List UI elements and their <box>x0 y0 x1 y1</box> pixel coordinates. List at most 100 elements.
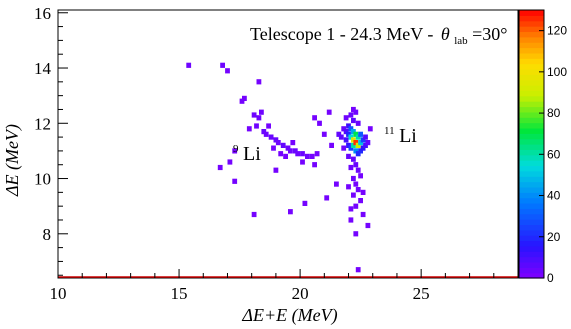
annotation-11li: 11 Li <box>384 118 417 147</box>
heatmap-bin <box>353 203 359 209</box>
heatmap-bin <box>351 117 356 124</box>
y-tick-label: 14 <box>34 59 52 78</box>
heatmap-bin <box>365 140 371 146</box>
colorbar-segment <box>519 149 544 156</box>
heatmap-bin <box>343 137 349 143</box>
heatmap-bin <box>259 109 264 115</box>
colorbar-segment <box>519 170 544 177</box>
colorbar-segment <box>519 52 544 59</box>
colorbar-segment <box>519 20 544 27</box>
annotation-9li: 9 Li <box>233 136 261 165</box>
heatmap-bin <box>358 173 363 179</box>
heatmap-bin <box>324 195 330 201</box>
colorbar-segment <box>519 122 544 129</box>
heatmap-bin <box>217 164 223 171</box>
heatmap-bin <box>273 137 279 143</box>
heatmap-bin <box>351 137 356 143</box>
heatmap-bin <box>355 267 361 273</box>
colorbar-frame <box>518 9 545 279</box>
x-axis-ticks: 10 15 20 25 <box>50 269 519 303</box>
colorbar-segment <box>519 85 544 91</box>
colorbar-segment <box>519 251 544 258</box>
heatmap-bin <box>355 134 361 140</box>
heatmap-bin <box>305 153 310 159</box>
heatmap-bin <box>358 140 363 146</box>
heatmap-bin <box>353 148 359 154</box>
heatmap-bin <box>329 142 334 148</box>
heatmap-bin <box>300 151 305 157</box>
heatmap-bin <box>346 153 351 159</box>
heatmap-bin <box>355 120 361 126</box>
colorbar-segment <box>519 127 544 134</box>
colorbar-tick-label: 100 <box>547 65 567 79</box>
colorbar-segment <box>519 224 544 231</box>
colorbar-segment <box>519 90 544 97</box>
y-tick-label: 12 <box>34 114 51 133</box>
heatmap-bin <box>353 181 359 187</box>
heatmap-bin <box>278 151 284 157</box>
colorbar-segment <box>519 202 544 209</box>
colorbar-segment <box>519 31 544 38</box>
heatmap-bin <box>360 145 366 151</box>
heatmap-bin <box>334 181 339 187</box>
colorbar-segment <box>519 154 544 161</box>
heatmap-bin <box>353 231 359 237</box>
heatmap-bin <box>360 211 366 218</box>
colorbar-segment <box>519 165 544 172</box>
heatmap-bin <box>254 123 259 129</box>
colorbar-segment <box>519 245 544 252</box>
heatmap-bin <box>309 153 315 159</box>
colorbar-segment <box>519 213 544 220</box>
heatmap-bin <box>302 200 308 206</box>
heatmap-bin <box>271 145 276 151</box>
heatmap-bin <box>256 115 262 121</box>
heatmap-bin <box>358 198 363 204</box>
heatmap-bin <box>312 115 317 121</box>
heatmap-bin <box>300 159 305 165</box>
colorbar-ticks: 0 20 40 60 80 100 120 <box>539 24 567 285</box>
heatmap-bin <box>355 151 361 157</box>
heatmap-bin <box>355 142 361 148</box>
x-tick-label: 20 <box>292 284 309 303</box>
colorbar-segment <box>519 133 544 140</box>
colorbar-segment <box>519 144 544 150</box>
colorbar-segment <box>519 229 544 236</box>
chart-title-main: Telescope 1 - 24.3 MeV - <box>250 24 433 44</box>
heatmap-bin <box>358 131 363 137</box>
colorbar-segment <box>519 181 544 188</box>
heatmap-bin <box>353 162 359 168</box>
heatmap-bin <box>232 178 238 184</box>
colorbar-segment <box>519 79 544 86</box>
heatmap-bin <box>261 129 267 135</box>
heatmap-bin <box>348 217 354 223</box>
heatmap-bin <box>355 187 361 193</box>
annotation-9li-sup: 9 <box>233 143 239 155</box>
heatmap-bin <box>225 68 230 74</box>
heatmap-bin <box>348 164 354 171</box>
colorbar-segment <box>519 208 544 215</box>
heatmap-bin <box>353 140 359 146</box>
colorbar-tick-label: 20 <box>547 230 561 244</box>
colorbar-segment <box>519 26 544 33</box>
colorbar-segment <box>519 267 544 274</box>
colorbar-segment <box>519 47 544 54</box>
heatmap-bin <box>355 167 361 173</box>
heatmap-bin <box>360 137 366 143</box>
chart-title: Telescope 1 - 24.3 MeV - θ lab =30° <box>250 24 508 48</box>
heatmap-bin <box>280 142 286 148</box>
heatmap-bin <box>348 126 354 132</box>
heatmap-bin <box>348 145 354 151</box>
heatmap-bin <box>288 148 293 154</box>
heatmap-bin <box>365 222 371 229</box>
heatmap-bin <box>346 131 351 137</box>
heatmap-bin <box>317 120 322 126</box>
chart-title-symbol: θ <box>441 24 450 44</box>
colorbar-segment <box>519 160 544 167</box>
heatmap-bin <box>186 62 192 68</box>
heatmap-bin <box>338 134 344 140</box>
y-tick-label: 10 <box>34 170 51 189</box>
heatmap-bin <box>246 126 252 132</box>
heatmap-bin <box>336 131 342 137</box>
heatmap-bin <box>346 142 351 148</box>
